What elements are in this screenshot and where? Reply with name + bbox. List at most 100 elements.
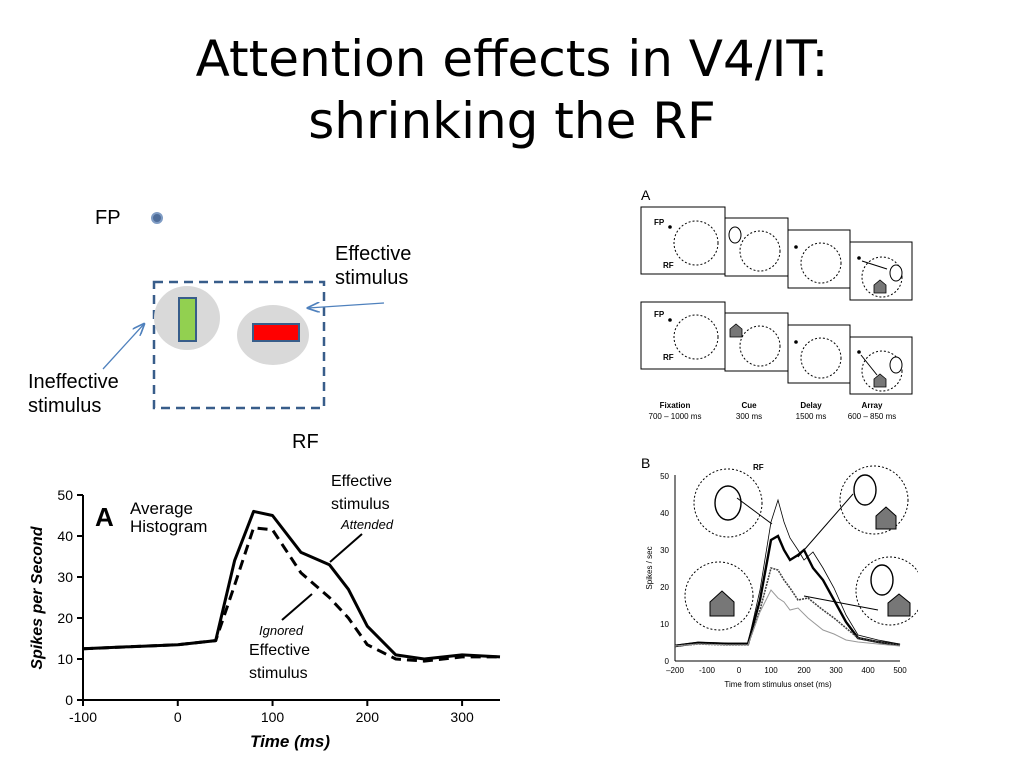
trace-house-alone	[674, 589, 901, 647]
house-icon-b2	[875, 506, 897, 530]
title-line-2: shrinking the RF	[308, 92, 716, 150]
phase-delay: Delay	[800, 401, 822, 410]
figure-a-panel-letter: A	[641, 187, 651, 203]
phase-fixation: Fixation	[660, 401, 691, 410]
histogram-ytick-label: 50	[57, 487, 73, 503]
attended-tag: Attended	[340, 517, 394, 532]
histogram-ytick-label: 30	[57, 569, 73, 585]
effective-label-line1: Effective	[335, 243, 412, 265]
fb-ytick-40: 40	[660, 509, 669, 518]
fp-label-row2: FP	[654, 310, 665, 319]
duration-fixation: 700 – 1000 ms	[649, 412, 702, 421]
attend-house-stimulus	[803, 556, 918, 626]
fb-ytick-30: 30	[660, 546, 669, 555]
attended-label-line1: Effective	[331, 473, 392, 490]
histogram-xtick-label: 100	[261, 709, 285, 725]
fb-xtick-0: 0	[737, 666, 742, 675]
house-icon-b3	[709, 590, 735, 617]
fp-label-row1: FP	[654, 218, 665, 227]
trial-sequence-figure: A FP RF FP RF	[640, 187, 913, 421]
histogram-ytick-label: 40	[57, 528, 73, 544]
rf-label-row1: RF	[663, 261, 674, 270]
histogram-title-line1: Average	[130, 499, 193, 518]
histogram-ylabel: Spikes per Second	[29, 525, 46, 669]
fb-xtick-200: 200	[797, 666, 811, 675]
fb-ytick-10: 10	[660, 620, 669, 629]
fp-label: FP	[95, 207, 121, 229]
effective-stimulus-label: Effective stimulus	[335, 242, 411, 290]
fb-ytick-0: 0	[665, 657, 670, 666]
face-icon-b4	[870, 564, 894, 596]
figure-b-rf-label: RF	[753, 463, 764, 472]
house-alone-stimulus	[684, 561, 754, 631]
histogram-ytick-label: 10	[57, 651, 73, 667]
phase-array: Array	[862, 401, 883, 410]
fb-xtick-500: 500	[893, 666, 907, 675]
ignored-label-line1: Effective	[249, 642, 310, 659]
ineffective-label-line2: stimulus	[28, 395, 102, 417]
face-alone-stimulus	[693, 468, 773, 538]
response-plot-figure: B 50 40 30 20 10 0 –200 -100 0 100 200 3…	[641, 455, 918, 689]
figure-b-panel-letter: B	[641, 455, 650, 471]
histogram-xtick-label: 200	[356, 709, 380, 725]
attended-label-line2: stimulus	[331, 496, 390, 513]
ignored-label-line2: stimulus	[249, 665, 308, 682]
house-icon	[873, 279, 887, 294]
ineffective-stimulus-blob	[154, 286, 220, 350]
duration-cue: 300 ms	[736, 412, 762, 421]
figure-b-xlabel: Time from stimulus onset (ms)	[724, 680, 832, 689]
ignored-tag: Ignored	[259, 623, 304, 638]
slide-title: Attention effects in V4/IT: shrinking th…	[0, 28, 1024, 152]
histogram-xtick-label: 0	[174, 709, 182, 725]
ineffective-label-line1: Ineffective	[28, 371, 119, 393]
histogram-xtick-label: 300	[450, 709, 474, 725]
duration-array: 600 – 850 ms	[848, 412, 896, 421]
phase-cue: Cue	[741, 401, 757, 410]
rf-dashed-box	[152, 280, 326, 410]
target-face-trial-row: FP RF	[640, 206, 913, 301]
face-icon	[889, 264, 903, 282]
effective-label-line2: stimulus	[335, 267, 409, 289]
fb-xtick-m100: -100	[699, 666, 716, 675]
effective-stimulus-blob	[237, 305, 309, 365]
fb-xtick-100: 100	[764, 666, 778, 675]
histogram-xlabel: Time (ms)	[250, 732, 330, 751]
attend-face-stimulus	[797, 465, 909, 558]
ignored-pointer	[281, 593, 313, 621]
face-icon-b1	[714, 485, 742, 521]
house-icon-b4	[887, 593, 911, 617]
figure-b-ylabel: Spikes / sec	[645, 546, 654, 589]
ineffective-arrow	[102, 324, 144, 370]
rf-label: RF	[292, 431, 319, 453]
histogram-xtick-label: -100	[69, 709, 97, 725]
fb-xtick-m200: –200	[666, 666, 684, 675]
face-cue-icon	[728, 226, 742, 244]
fb-xtick-300: 300	[829, 666, 843, 675]
histogram-series	[82, 509, 501, 663]
fb-xtick-400: 400	[861, 666, 875, 675]
effective-arrow	[308, 303, 385, 308]
attended-pointer	[329, 533, 363, 563]
fb-ytick-20: 20	[660, 583, 669, 592]
title-line-1: Attention effects in V4/IT:	[195, 30, 829, 88]
house-cue-icon	[729, 323, 743, 338]
histogram-panel-letter: A	[95, 502, 114, 532]
fb-ytick-50: 50	[660, 472, 669, 481]
face-icon-b2	[853, 474, 877, 506]
duration-delay: 1500 ms	[796, 412, 827, 421]
histogram-axes	[82, 495, 500, 701]
histogram-title-line2: Histogram	[130, 517, 207, 536]
fixation-point	[151, 212, 163, 224]
effective-stimulus-bar	[252, 323, 300, 342]
target-house-trial-row: FP RF	[640, 301, 913, 395]
series-ignored-line	[82, 526, 500, 663]
series-attended-line	[82, 509, 501, 661]
rf-label-row2: RF	[663, 353, 674, 362]
trace-attend-face	[674, 534, 901, 648]
ineffective-stimulus-label: Ineffective stimulus	[28, 370, 119, 418]
ineffective-stimulus-bar	[178, 297, 197, 342]
histogram-ytick-label: 0	[65, 692, 73, 708]
histogram-ytick-label: 20	[57, 610, 73, 626]
